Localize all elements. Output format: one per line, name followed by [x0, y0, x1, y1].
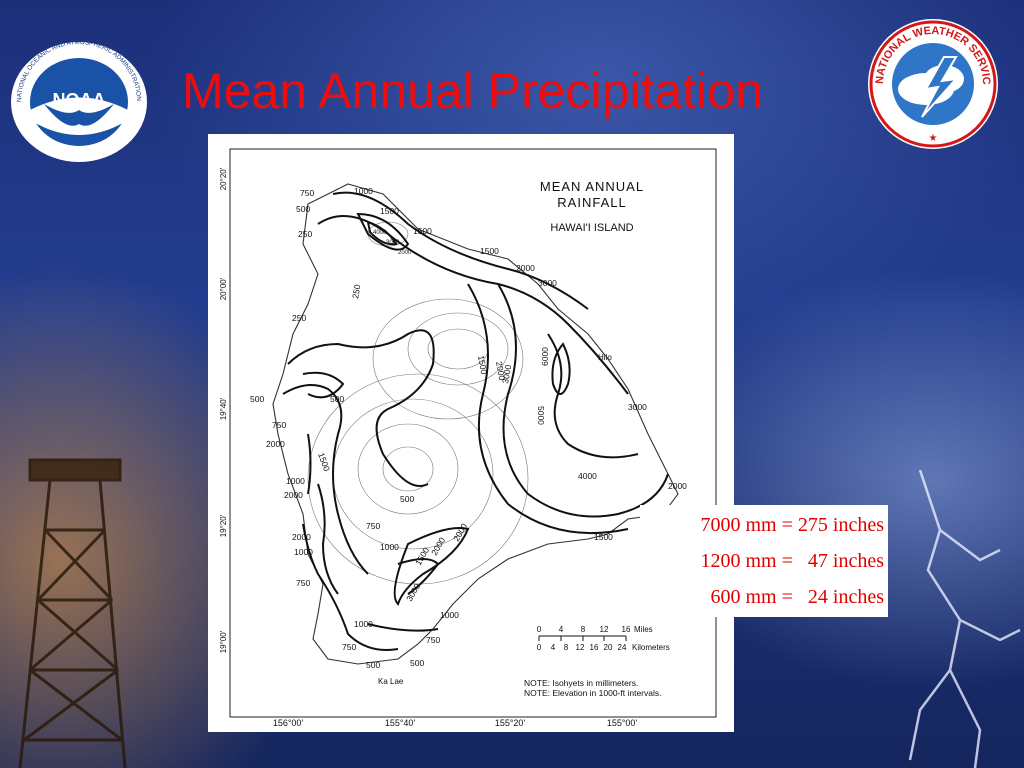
isohyet-label: 750 [342, 642, 356, 652]
isohyet-label: 250 [292, 313, 306, 323]
scale-miles-tick: 0 [537, 625, 542, 634]
isohyet-label: 6000 [540, 347, 550, 366]
lon-label-155-20: 155°20' [495, 718, 526, 728]
nws-star-icon: ★ [929, 133, 938, 144]
isohyet-label: 1500 [594, 532, 613, 542]
isohyet-label: 1000 [354, 186, 373, 196]
lon-label-156-00: 156°00' [273, 718, 304, 728]
scale-km-label: Kilometers [632, 643, 670, 652]
isohyet-label: 4000 [578, 471, 597, 481]
isohyet-label: 3000 [628, 402, 647, 412]
scale-miles-label: Miles [634, 625, 653, 634]
isohyet-label: 750 [366, 521, 380, 531]
lat-label-19-00: 19°00' [219, 630, 228, 653]
lightning-image [908, 470, 1021, 768]
isohyet-label: 1000 [380, 542, 399, 552]
nws-logo: NATIONAL WEATHER SERVICE ★ [866, 17, 998, 149]
map-note-isohyets: NOTE: Isohyets in millimeters. [524, 678, 638, 688]
isohyet-label: 1500 [380, 206, 399, 216]
scale-km-tick: 4 [551, 643, 556, 652]
isohyet-labels: 750 1000 500 1500 250 1500 1500 2000 300… [250, 186, 687, 670]
isohyet-label: 250 [298, 229, 312, 239]
lon-label-155-40: 155°40' [385, 718, 416, 728]
conversion-7000mm: 7000 mm = 275 inches [700, 514, 885, 536]
conversion-600mm: 600 mm = 24 inches [710, 586, 885, 608]
map-note-elevation: NOTE: Elevation in 1000-ft intervals. [524, 688, 661, 698]
isohyet-label: 1000 [440, 610, 459, 620]
lat-label-20-20: 20°20' [219, 167, 228, 190]
map-heading-line3: HAWAI'I ISLAND [550, 222, 633, 234]
isohyet-label: 4000 [373, 230, 387, 236]
map-scale-bar: 0 4 8 12 16 Miles 0 4 8 12 16 20 24 Kilo… [537, 625, 670, 652]
noaa-logo-text: NOAA [53, 90, 106, 110]
isohyet-lines [282, 191, 669, 651]
conversion-1200mm: 1200 mm = 47 inches [700, 550, 885, 572]
lat-label-19-20: 19°20' [219, 514, 228, 537]
isohyet-label: 500 [400, 494, 414, 504]
isohyet-label: 500 [250, 394, 264, 404]
isohyet-label: 250 [350, 283, 362, 299]
isohyet-label: 1500 [476, 355, 489, 376]
isohyet-label: 2000 [292, 532, 311, 542]
isohyet-label: 500 [366, 660, 380, 670]
scale-miles-tick: 12 [600, 625, 609, 634]
island-coastline [272, 183, 679, 665]
isohyet-label: 3000 [386, 240, 400, 246]
lon-label-155-00: 155°00' [607, 718, 638, 728]
isohyet-label: 500 [296, 204, 310, 214]
isohyet-label: 2000 [284, 490, 303, 500]
isohyet-label: 750 [426, 635, 440, 645]
scale-miles-tick: 8 [581, 625, 586, 634]
isohyet-label: 1500 [413, 226, 432, 236]
isohyet-label: 1500 [413, 545, 431, 567]
scale-km-tick: 8 [564, 643, 569, 652]
scale-miles-tick: 4 [559, 625, 564, 634]
weather-tower-image [18, 458, 127, 768]
noaa-logo: NOAA NATIONAL OCEANIC AND ATMOSPHERIC AD… [11, 40, 147, 162]
rainfall-map-figure: MEAN ANNUAL RAINFALL HAWAI'I ISLAND 20°2… [219, 148, 717, 728]
scale-km-tick: 16 [590, 643, 599, 652]
isohyet-label: 2000 [398, 250, 412, 256]
isohyet-label: 2000 [266, 439, 285, 449]
rainfall-map: MEAN ANNUAL RAINFALL HAWAI'I ISLAND 20°2… [208, 134, 734, 732]
scale-km-tick: 24 [618, 643, 627, 652]
isohyet-label: 5000 [536, 406, 546, 425]
map-heading-line2: RAINFALL [557, 195, 626, 210]
scale-km-tick: 12 [576, 643, 585, 652]
isohyet-label: 2000 [668, 481, 687, 491]
isohyet-label: 2000 [429, 535, 447, 557]
isohyet-label: 1500 [316, 451, 332, 472]
isohyet-label: 500 [330, 394, 344, 404]
lat-label-20-00: 20°00' [219, 277, 228, 300]
isohyet-label: 1000 [354, 619, 373, 629]
map-border [229, 148, 717, 718]
place-ka-lae: Ka Lae [378, 677, 404, 686]
slide-title: Mean Annual Precipitation [182, 63, 763, 119]
place-hilo: Hilo [598, 353, 612, 362]
isohyet-label: 1000 [286, 476, 305, 486]
scale-miles-tick: 16 [622, 625, 631, 634]
map-heading-line1: MEAN ANNUAL [540, 179, 644, 194]
isohyet-label: 2000 [516, 263, 535, 273]
isohyet-label: 3000 [538, 278, 557, 288]
scale-km-tick: 20 [604, 643, 613, 652]
isohyet-label: 2000 [494, 361, 507, 382]
isohyet-label: 500 [410, 658, 424, 668]
isohyet-label: 750 [272, 420, 286, 430]
isohyet-label: 750 [296, 578, 310, 588]
lat-label-19-40: 19°40' [219, 397, 228, 420]
isohyet-label: 3000 [500, 364, 513, 385]
scale-km-tick: 0 [537, 643, 542, 652]
isohyet-label: 1000 [294, 547, 313, 557]
unit-conversion-box: 7000 mm = 275 inches 1200 mm = 47 inches… [640, 505, 888, 617]
isohyet-label: 1500 [480, 246, 499, 256]
isohyet-label: 750 [300, 188, 314, 198]
